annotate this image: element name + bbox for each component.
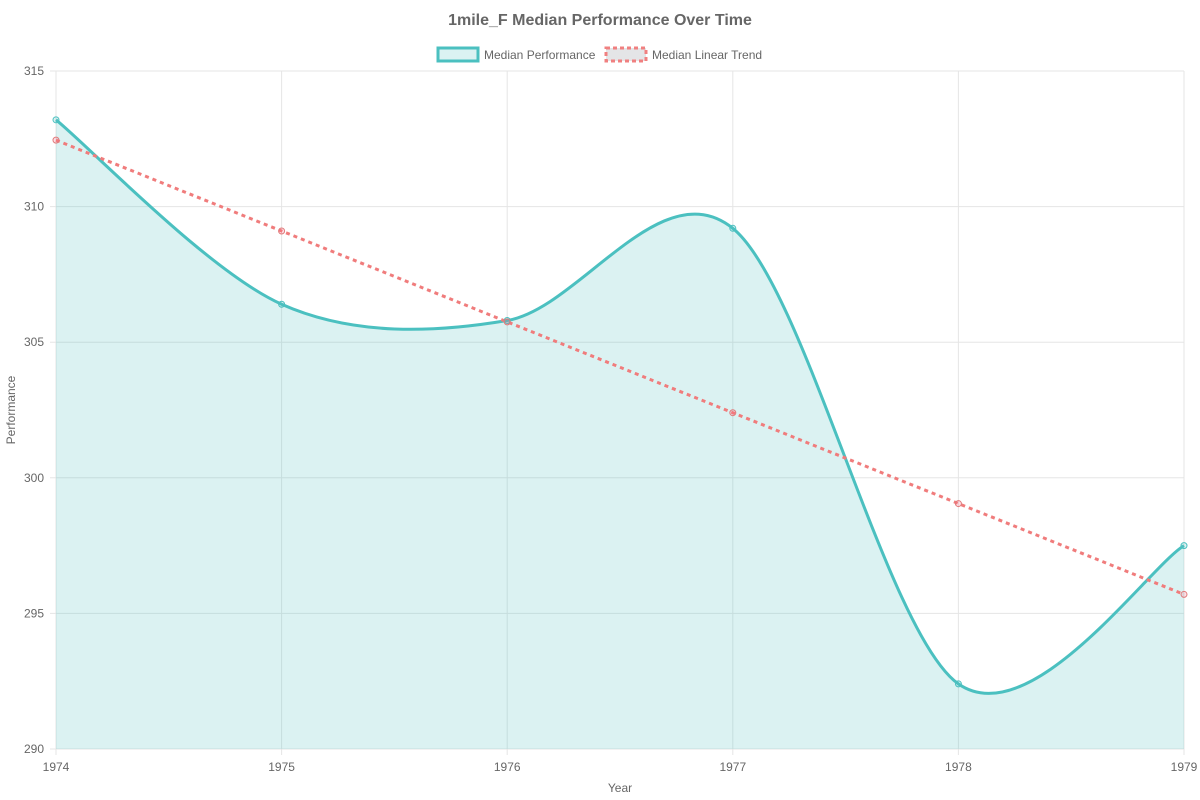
x-tick-label: 1978 [945,760,972,774]
x-tick-label: 1976 [494,760,521,774]
point-median-performance-1979[interactable] [1180,542,1188,550]
legend-label-median-performance: Median Performance [484,48,596,62]
point-median-linear-trend-1977[interactable] [729,409,737,417]
point-median-linear-trend-1978[interactable] [954,500,962,508]
y-axis-title: Performance [4,375,18,444]
x-tick-label: 1979 [1171,760,1198,774]
line-median-performance [55,118,1185,695]
chart-legend: Median Performance Median Linear Trend [436,46,762,63]
point-median-performance-1974[interactable] [52,116,60,124]
point-median-performance-1975[interactable] [278,300,286,308]
y-tick-label: 290 [24,742,44,756]
y-tick-label: 295 [24,606,44,620]
y-axis-ticks: 290 295 300 305 310 315 [24,64,44,756]
line-median-linear-trend [55,138,1185,596]
legend-swatch-median-linear-trend [604,46,648,63]
y-tick-label: 310 [24,200,44,214]
chart-title: 1mile_F Median Performance Over Time [448,12,752,29]
y-tick-label: 305 [24,335,44,349]
x-tick-label: 1975 [268,760,295,774]
y-tick-label: 300 [24,471,44,485]
series-area [56,119,1184,750]
legend-swatch-median-performance [436,46,480,63]
grid [50,70,1185,755]
x-axis-ticks: 1974 1975 1976 1977 1978 1979 [43,760,1198,774]
legend-label-median-linear-trend: Median Linear Trend [652,48,762,62]
y-tick-label: 315 [24,64,44,78]
point-median-linear-trend-1975[interactable] [278,227,286,235]
x-tick-label: 1977 [719,760,746,774]
legend-item-median-performance[interactable]: Median Performance [436,46,596,63]
point-median-linear-trend-1979[interactable] [1180,590,1188,598]
x-tick-label: 1974 [43,760,70,774]
point-median-performance-1977[interactable] [729,224,737,232]
x-axis-title: Year [608,781,632,795]
legend-item-median-linear-trend[interactable]: Median Linear Trend [604,46,762,63]
point-median-performance-1978[interactable] [954,680,962,688]
point-median-linear-trend-1974[interactable] [52,136,60,144]
series-points [52,116,1188,688]
point-median-linear-trend-1976[interactable] [503,318,511,326]
series-lines [55,118,1185,695]
area-median-performance [56,119,1184,750]
